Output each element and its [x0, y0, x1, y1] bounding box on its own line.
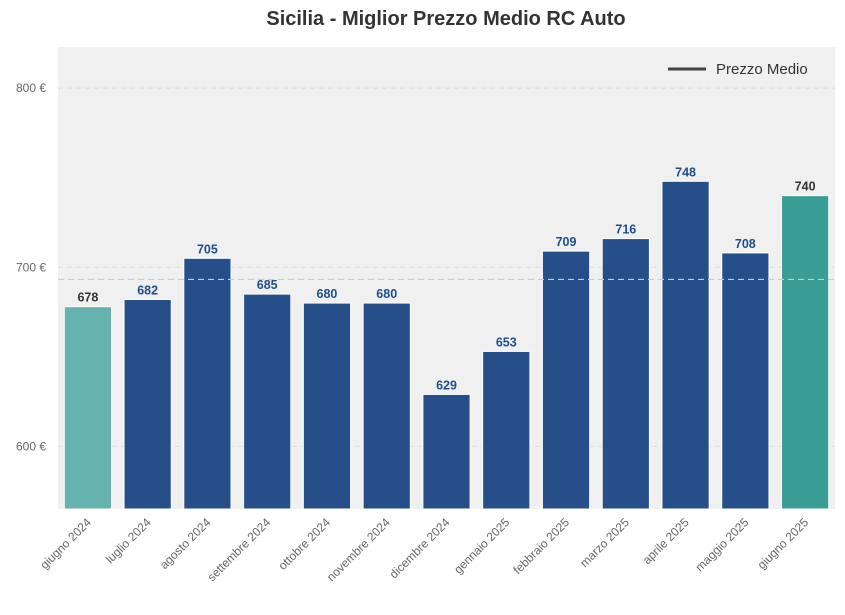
legend: Prezzo Medio: [658, 55, 828, 85]
bar: [302, 302, 352, 510]
bar: [362, 302, 411, 510]
bar-value-label: 682: [137, 283, 158, 297]
bar-value-label: 708: [735, 237, 756, 251]
x-tick-label: gennaio 2025: [451, 515, 513, 577]
data-labels: 678 682 705 685 680 680 629 653 709 716 748 708 740: [77, 165, 815, 392]
bar-value-label: 705: [197, 242, 218, 256]
bar: [781, 195, 830, 510]
x-tick-label: febbraio 2025: [510, 515, 572, 577]
x-tick-label: dicembre 2024: [387, 515, 453, 581]
x-tick-label: maggio 2025: [693, 515, 752, 574]
y-axis: 600 € 700 € 800 €: [16, 81, 46, 453]
bar-value-label: 685: [257, 278, 278, 292]
x-tick-label: giugno 2024: [37, 515, 94, 572]
y-tick-label: 700 €: [16, 260, 46, 274]
bar-value-label: 680: [376, 287, 397, 301]
bar-value-label: 748: [675, 165, 696, 179]
legend-label: Prezzo Medio: [716, 61, 808, 78]
x-tick-label: giugno 2025: [755, 515, 812, 572]
bar-value-label: 629: [436, 378, 457, 392]
bars: [63, 180, 830, 510]
bar: [243, 293, 292, 510]
x-tick-label: settembre 2024: [204, 515, 273, 584]
x-tick-label: aprile 2025: [640, 515, 692, 567]
bar: [601, 238, 650, 510]
bar: [482, 350, 531, 510]
bar-value-label: 653: [496, 335, 517, 349]
bar-value-label: 709: [556, 235, 577, 249]
bar-value-label: 740: [795, 180, 816, 194]
bar-value-label: 678: [77, 291, 98, 305]
bar: [183, 257, 232, 510]
x-tick-label: ottobre 2024: [276, 515, 334, 573]
x-tick-label: marzo 2025: [577, 515, 632, 570]
x-tick-label: agosto 2024: [157, 515, 214, 572]
x-axis: giugno 2024 luglio 2024 agosto 2024settemb…: [37, 515, 811, 584]
y-tick-label: 800 €: [16, 81, 46, 95]
y-tick-label: 600 €: [16, 439, 46, 453]
bar-value-label: 680: [317, 287, 338, 301]
bar: [721, 252, 770, 510]
bar: [422, 393, 471, 510]
bar: [661, 180, 710, 510]
bar: [123, 298, 172, 510]
chart-title: Sicilia - Miglior Prezzo Medio RC Auto: [266, 8, 625, 30]
bar: [63, 306, 112, 510]
x-tick-label: novembre 2024: [324, 515, 393, 584]
bar: [541, 250, 591, 510]
x-tick-label: luglio 2024: [103, 515, 154, 566]
bar-value-label: 716: [615, 223, 636, 237]
